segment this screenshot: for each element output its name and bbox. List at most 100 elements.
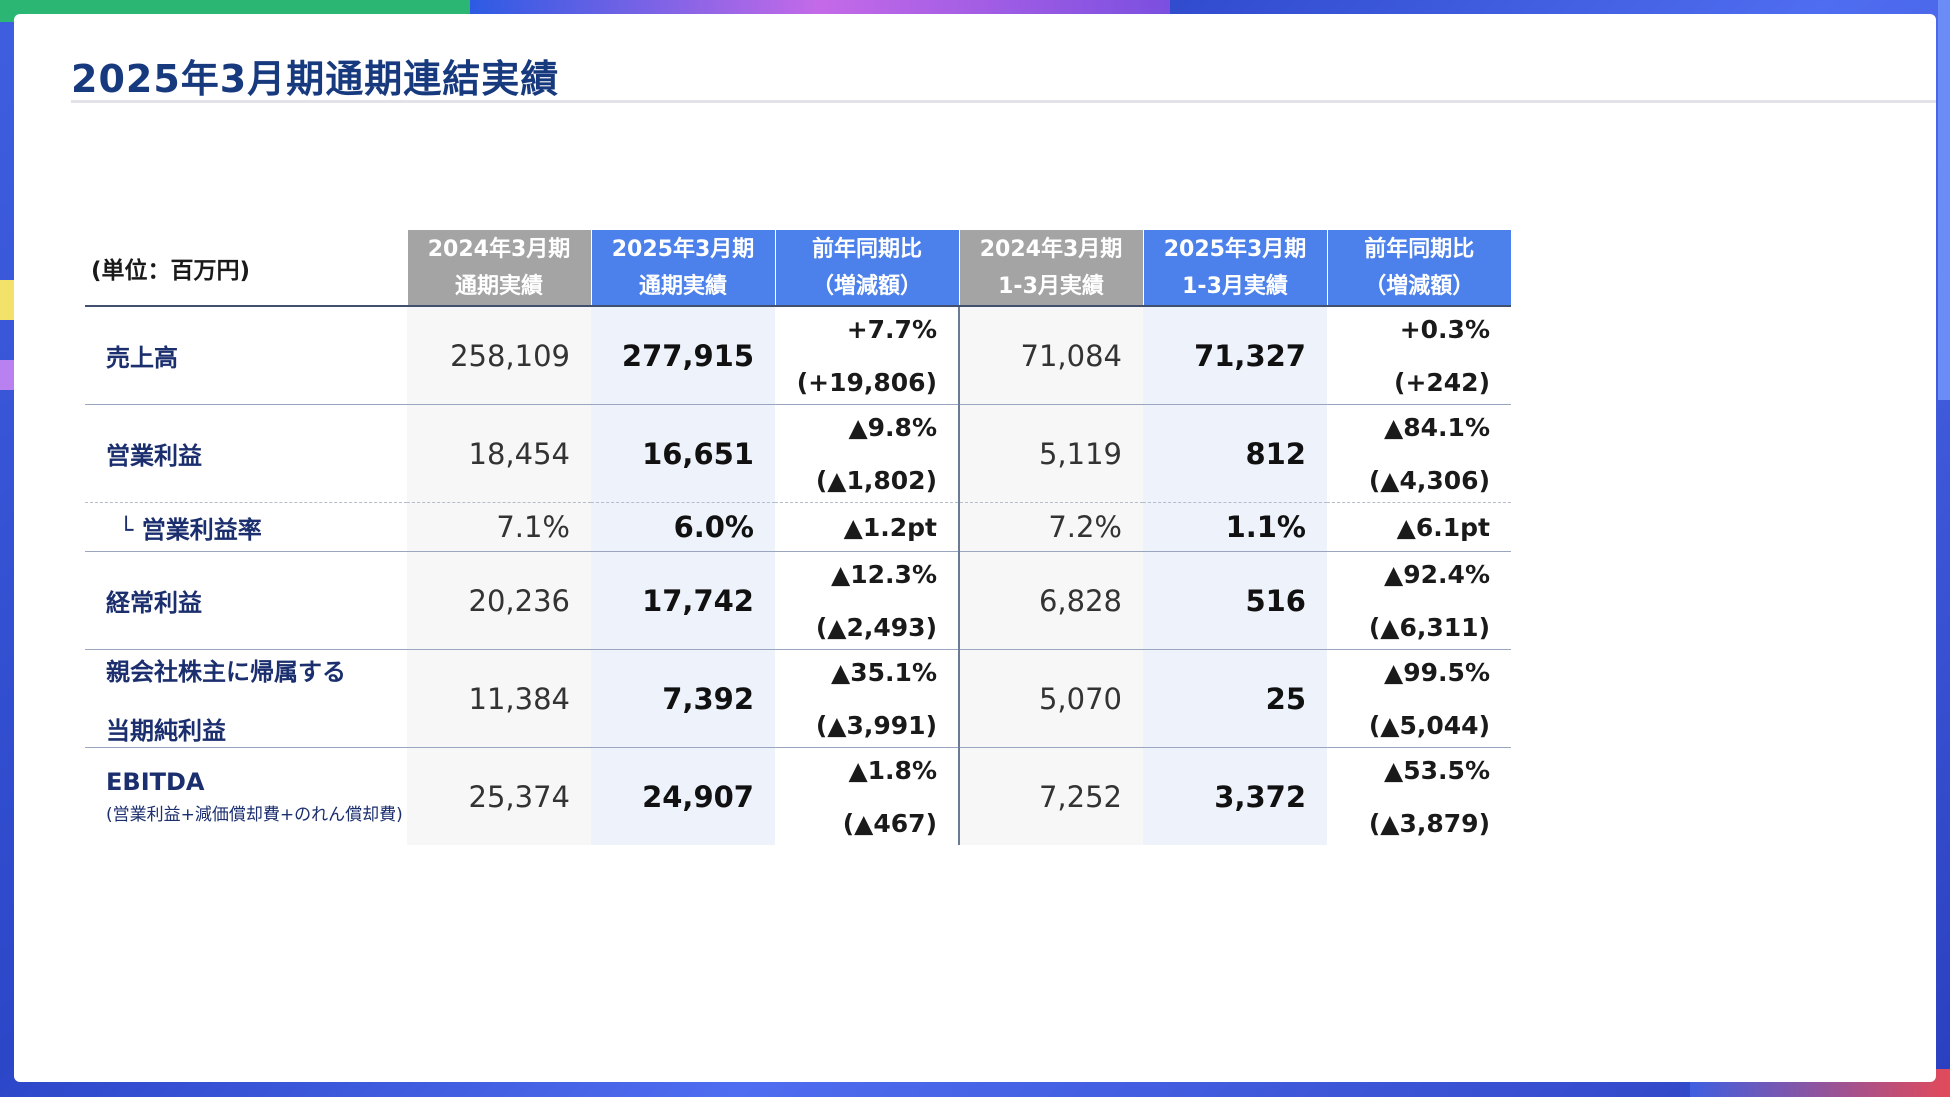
slide-card: 2025年3月期通期連結実績 (単位：百万円) 2024年3月期 通期実績 20… <box>14 14 1936 1082</box>
header-line1: 前年同期比 <box>811 236 922 262</box>
yoy-percent: +0.3% <box>1399 314 1490 344</box>
row-label: 営業利益 <box>85 404 407 503</box>
table-row-net-income: 親会社株主に帰属する 当期純利益 11,384 7,392 ▲35.1% (▲3… <box>85 649 1511 748</box>
cell-q2025: 71,327 <box>1143 306 1327 405</box>
yoy-amount: (▲1,802) <box>815 465 937 495</box>
cell-fy-yoy: ▲1.2pt <box>775 502 959 552</box>
cell-q2025: 516 <box>1143 551 1327 650</box>
cell-q-yoy: ▲6.1pt <box>1327 502 1511 552</box>
cell-fy-yoy: ▲1.8% (▲467) <box>775 747 959 845</box>
yoy-amount: (▲3,991) <box>815 710 937 740</box>
row-label: 親会社株主に帰属する 当期純利益 <box>85 649 407 748</box>
header-line1: 2024年3月期 <box>979 236 1123 262</box>
header-row: (単位：百万円) 2024年3月期 通期実績 2025年3月期 通期実績 前年同… <box>85 230 1511 307</box>
header-q2024: 2024年3月期 1-3月実績 <box>958 230 1143 307</box>
cell-q2024: 5,070 <box>958 649 1143 748</box>
table-row-net-sales: 売上高 258,109 277,915 +7.7% (+19,806) 71,0… <box>85 306 1511 405</box>
title-divider <box>71 100 1936 103</box>
header-fy-yoy: 前年同期比 （増減額） <box>774 230 959 307</box>
row-label-line2: 当期純利益 <box>106 716 226 745</box>
header-line2: 1-3月実績 <box>998 273 1104 299</box>
yoy-percent: +7.7% <box>846 314 937 344</box>
cell-q2024: 6,828 <box>958 551 1143 650</box>
cell-q-yoy: ▲92.4% (▲6,311) <box>1327 551 1511 650</box>
cell-fy-yoy: ▲35.1% (▲3,991) <box>775 649 959 748</box>
yoy-amount: (▲2,493) <box>815 612 937 642</box>
table-row-operating-profit: 営業利益 18,454 16,651 ▲9.8% (▲1,802) 5,119 … <box>85 404 1511 503</box>
cell-q-yoy: +0.3% (+242) <box>1327 306 1511 405</box>
yoy-percent: ▲92.4% <box>1384 559 1490 589</box>
cell-q2024: 7.2% <box>958 502 1143 552</box>
cell-q2024: 5,119 <box>958 404 1143 503</box>
yoy-percent: ▲53.5% <box>1384 755 1490 785</box>
yoy-amount: (+19,806) <box>796 367 937 397</box>
row-label: 経常利益 <box>85 551 407 650</box>
cell-fy-yoy: +7.7% (+19,806) <box>775 306 959 405</box>
cell-fy2025: 277,915 <box>591 306 775 405</box>
page-title: 2025年3月期通期連結実績 <box>71 57 560 101</box>
cell-fy2025: 24,907 <box>591 747 775 845</box>
yoy-percent: ▲99.5% <box>1384 657 1490 687</box>
header-line2: 1-3月実績 <box>1182 273 1288 299</box>
cell-fy2025: 16,651 <box>591 404 775 503</box>
cell-fy2025: 7,392 <box>591 649 775 748</box>
yoy-amount: (▲3,879) <box>1368 808 1490 838</box>
cell-fy2024: 7.1% <box>407 502 591 552</box>
header-fy2024: 2024年3月期 通期実績 <box>406 230 591 307</box>
cell-q-yoy: ▲84.1% (▲4,306) <box>1327 404 1511 503</box>
yoy-percent: ▲35.1% <box>831 657 937 687</box>
results-table: (単位：百万円) 2024年3月期 通期実績 2025年3月期 通期実績 前年同… <box>85 230 1511 845</box>
header-line1: 2025年3月期 <box>611 236 755 262</box>
cell-q2025: 812 <box>1143 404 1327 503</box>
row-label-main: EBITDA <box>106 768 205 796</box>
cell-fy2024: 11,384 <box>407 649 591 748</box>
row-label: EBITDA (営業利益+減価償却費+のれん償却費) <box>85 747 407 845</box>
cell-q2025: 25 <box>1143 649 1327 748</box>
cell-fy-yoy: ▲9.8% (▲1,802) <box>775 404 959 503</box>
unit-label: (単位：百万円) <box>85 230 407 307</box>
cell-fy2025: 17,742 <box>591 551 775 650</box>
yoy-amount: (▲6,311) <box>1368 612 1490 642</box>
cell-fy2024: 20,236 <box>407 551 591 650</box>
cell-q-yoy: ▲53.5% (▲3,879) <box>1327 747 1511 845</box>
header-line1: 2025年3月期 <box>1163 236 1307 262</box>
cell-fy2024: 25,374 <box>407 747 591 845</box>
header-line2: 通期実績 <box>454 273 543 299</box>
header-q2025: 2025年3月期 1-3月実績 <box>1142 230 1327 307</box>
row-label: 売上高 <box>85 306 407 405</box>
cell-q-yoy: ▲99.5% (▲5,044) <box>1327 649 1511 748</box>
header-fy2025: 2025年3月期 通期実績 <box>590 230 775 307</box>
yoy-percent: ▲9.8% <box>848 412 937 442</box>
bg-accent-yellow <box>0 280 14 320</box>
bg-accent-right <box>1938 0 1950 400</box>
bg-accent-gradient <box>470 0 1170 14</box>
yoy-percent: ▲1.8% <box>848 755 937 785</box>
cell-fy2024: 258,109 <box>407 306 591 405</box>
cell-fy-yoy: ▲12.3% (▲2,493) <box>775 551 959 650</box>
cell-q2025: 1.1% <box>1143 502 1327 552</box>
row-label-line1: 親会社株主に帰属する <box>106 657 346 686</box>
cell-q2025: 3,372 <box>1143 747 1327 845</box>
yoy-percent: ▲84.1% <box>1384 412 1490 442</box>
table-row-ebitda: EBITDA (営業利益+減価償却費+のれん償却費) 25,374 24,907… <box>85 747 1511 845</box>
header-line1: 前年同期比 <box>1364 236 1475 262</box>
table-row-ordinary-profit: 経常利益 20,236 17,742 ▲12.3% (▲2,493) 6,828… <box>85 551 1511 650</box>
yoy-amount: (▲467) <box>842 808 937 838</box>
bg-accent-purple <box>0 360 14 390</box>
header-line2: （増減額） <box>811 273 922 299</box>
yoy-amount: (▲4,306) <box>1368 465 1490 495</box>
table-row-operating-margin: └ 営業利益率 7.1% 6.0% ▲1.2pt 7.2% 1.1% ▲6.1p… <box>85 502 1511 552</box>
yoy-amount: (+242) <box>1394 367 1490 397</box>
row-label-sub: (営業利益+減価償却費+のれん償却費) <box>106 805 403 825</box>
cell-fy2025: 6.0% <box>591 502 775 552</box>
cell-q2024: 71,084 <box>958 306 1143 405</box>
yoy-percent: ▲12.3% <box>831 559 937 589</box>
cell-fy2024: 18,454 <box>407 404 591 503</box>
cell-q2024: 7,252 <box>958 747 1143 845</box>
header-line2: 通期実績 <box>638 273 727 299</box>
yoy-amount: (▲5,044) <box>1368 710 1490 740</box>
header-line2: （増減額） <box>1364 273 1475 299</box>
header-q-yoy: 前年同期比 （増減額） <box>1326 230 1511 307</box>
row-label: └ 営業利益率 <box>85 502 407 552</box>
header-line1: 2024年3月期 <box>427 236 571 262</box>
